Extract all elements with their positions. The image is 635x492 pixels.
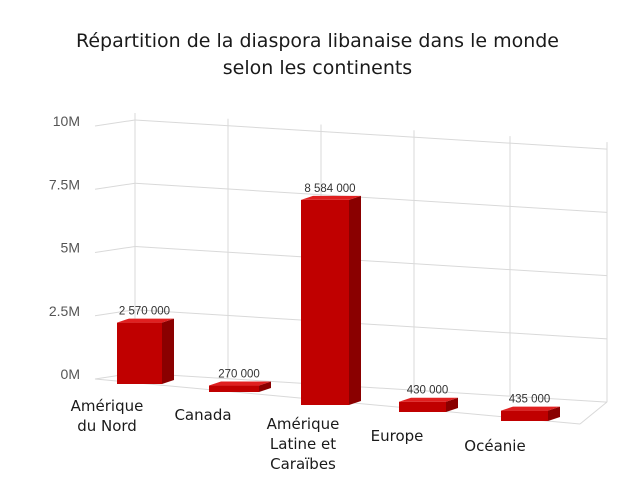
grid-line-0 [134, 372, 608, 403]
grid [94, 113, 608, 425]
category-label: Europe [370, 427, 424, 445]
grid-line-1 [134, 309, 608, 340]
bar-side [548, 406, 560, 421]
grid-line-3 [134, 182, 608, 213]
bar-1 [209, 381, 271, 392]
data-label: 270 000 [218, 369, 260, 381]
category-label: Canada [174, 406, 232, 424]
data-label: 8 584 000 [304, 183, 355, 195]
bar-top [399, 397, 458, 402]
bar-front [301, 199, 349, 405]
chart-title-line-1: Répartition de la diaspora libanaise dan… [76, 30, 559, 52]
data-labels: 2 570 000 270 000 8 584 000 430 000 435 000 [119, 183, 550, 406]
bar-front [209, 385, 259, 392]
y-tick-label: 5M [61, 240, 80, 256]
bar-side [446, 397, 458, 412]
category-label: Amérique Latine et Caraïbes [266, 415, 340, 473]
data-label: 435 000 [509, 394, 551, 406]
bar-top [301, 195, 361, 200]
bar-2 [301, 195, 361, 405]
grid-line-left-4 [94, 119, 136, 127]
chart-title: Répartition de la diaspora libanaise dan… [0, 28, 635, 82]
grid-line-2 [134, 246, 608, 277]
data-label: 430 000 [407, 385, 449, 397]
grid-line-left-2 [94, 246, 136, 253]
bars [117, 195, 560, 421]
grid-line-left-1 [94, 309, 136, 317]
category-label: Océanie [464, 437, 526, 455]
bar-side [259, 381, 271, 392]
bar-top [501, 406, 560, 411]
bar-3 [399, 397, 458, 412]
bar-top [117, 318, 174, 323]
y-tick-label: 7.5M [49, 176, 80, 192]
y-axis-ticks: 0M 2.5M 5M 7.5M 10M [49, 113, 80, 382]
y-tick-label: 0M [61, 366, 80, 382]
data-label: 2 570 000 [119, 306, 170, 318]
bar-top [209, 381, 271, 386]
bar-0 [117, 318, 174, 384]
bar-front [117, 322, 162, 384]
bar-4 [501, 406, 560, 421]
bar-side [349, 195, 361, 405]
chart-title-line-2: selon les continents [222, 57, 413, 79]
y-tick-label: 2.5M [49, 303, 80, 319]
bar-front [501, 410, 548, 421]
floor-right-line [579, 401, 608, 425]
bar-side [162, 318, 174, 384]
grid-line-left-3 [94, 182, 136, 190]
category-label: Amérique du Nord [70, 397, 144, 435]
y-tick-label: 10M [53, 113, 80, 129]
grid-line-4 [134, 119, 608, 150]
bar-front [399, 401, 446, 412]
